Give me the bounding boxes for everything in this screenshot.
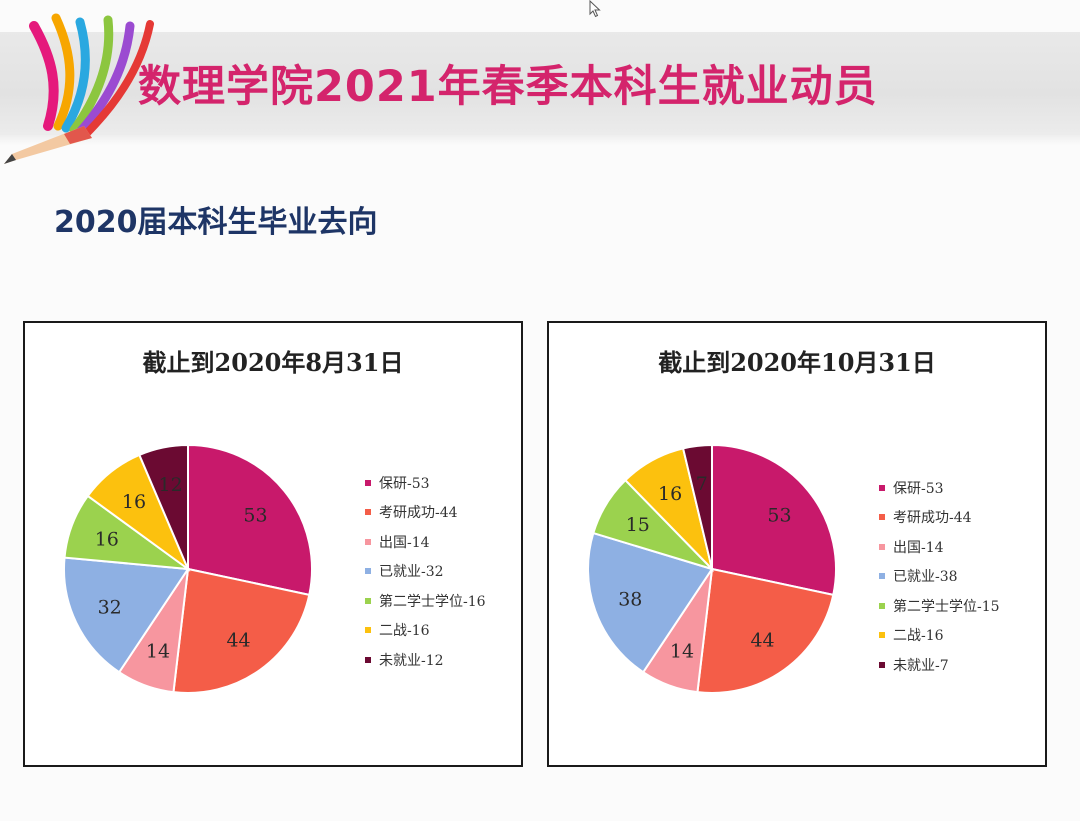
legend-label: 出国-14 (893, 539, 944, 556)
slice-data-label: 7 (696, 473, 708, 495)
slice-data-label: 44 (750, 630, 774, 652)
slice-data-label: 38 (618, 588, 642, 610)
legend-label: 保研-53 (893, 480, 944, 497)
legend-swatch (365, 597, 371, 604)
legend-swatch (365, 538, 371, 545)
legend-label: 未就业-7 (893, 657, 949, 674)
pie-slice-4 (587, 531, 714, 674)
legend-swatch (879, 514, 885, 521)
pie-chart-october: 53 44 14 38 15 16 7 (587, 443, 837, 694)
legend-item: 保研-53 (879, 473, 1000, 503)
legend-label: 已就业-32 (379, 564, 444, 581)
title-banner (0, 32, 1080, 135)
legend-label: 第二学士学位-15 (893, 598, 1000, 615)
chart-title: 截止到2020年8月31日 (142, 348, 404, 377)
pie-slice-1 (187, 443, 313, 597)
legend-swatch (879, 573, 885, 580)
legend-item: 二战-16 (365, 616, 486, 646)
chart-legend: 保研-53 考研成功-44 出国-14 已就业-38 第二学士学位-15 二战-16 未就业… (879, 473, 1000, 680)
legend-swatch (365, 568, 371, 575)
banner-shadow (0, 135, 1080, 145)
legend-swatch (879, 543, 885, 550)
legend-item: 第二学士学位-16 (365, 586, 486, 616)
legend-swatch (879, 661, 885, 668)
legend-item: 出国-14 (365, 527, 486, 557)
legend-item: 考研成功-44 (879, 503, 1000, 533)
mouse-cursor-icon (589, 0, 601, 18)
legend-item: 已就业-38 (879, 562, 1000, 592)
chart-panel-august: 截止到2020年8月31日 53 44 14 32 16 16 12 保研-53 考研成功-4… (23, 321, 523, 767)
legend-item: 考研成功-44 (365, 498, 486, 528)
slice-data-label: 15 (626, 514, 650, 536)
chart-legend: 保研-53 考研成功-44 出国-14 已就业-32 第二学士学位-16 二战-16 未就业… (365, 468, 486, 675)
page-title: 数理学院2021年春季本科生就业动员 (138, 62, 878, 112)
legend-label: 第二学士学位-16 (379, 593, 486, 610)
legend-label: 保研-53 (379, 475, 430, 492)
rainbow-pencil-logo-icon (4, 13, 154, 164)
pie-slice-4 (63, 556, 190, 674)
slice-data-label: 32 (98, 596, 122, 618)
slice-data-label: 16 (658, 483, 682, 505)
slice-data-label: 16 (95, 528, 119, 550)
chart-panel-october: 截止到2020年10月31日 53 44 14 38 15 16 7 保研-53 考研成功-4… (547, 321, 1047, 767)
legend-swatch (879, 484, 885, 491)
pie-slice-7 (138, 443, 189, 570)
legend-item: 出国-14 (879, 532, 1000, 562)
legend-item: 未就业-12 (365, 645, 486, 675)
slice-data-label: 14 (146, 640, 170, 662)
slice-data-label: 16 (122, 491, 146, 513)
pie-slice-1 (711, 443, 837, 597)
slice-data-label: 12 (159, 474, 183, 496)
section-subtitle: 2020届本科生毕业去向 (54, 205, 378, 240)
pie-slice-2 (172, 567, 311, 694)
legend-item: 保研-53 (365, 468, 486, 498)
legend-label: 考研成功-44 (379, 505, 458, 522)
legend-swatch (879, 602, 885, 609)
legend-item: 二战-16 (879, 621, 1000, 651)
legend-label: 未就业-12 (379, 652, 444, 669)
pie-slice-2 (696, 567, 835, 694)
slice-data-label: 44 (226, 630, 250, 652)
legend-item: 未就业-7 (879, 650, 1000, 680)
legend-label: 二战-16 (379, 623, 430, 640)
pie-slice-7 (681, 443, 713, 570)
slice-data-label: 53 (767, 504, 791, 526)
legend-swatch (365, 627, 371, 634)
slice-data-label: 53 (243, 504, 267, 526)
legend-swatch (365, 509, 371, 516)
legend-label: 已就业-38 (893, 569, 958, 586)
legend-label: 出国-14 (379, 534, 430, 551)
legend-swatch (365, 479, 371, 486)
legend-swatch (365, 656, 371, 663)
legend-item: 第二学士学位-15 (879, 591, 1000, 621)
legend-label: 二战-16 (893, 628, 944, 645)
slice-data-label: 14 (670, 640, 694, 662)
legend-item: 已就业-32 (365, 557, 486, 587)
chart-title: 截止到2020年10月31日 (658, 348, 936, 377)
legend-label: 考研成功-44 (893, 510, 972, 527)
legend-swatch (879, 632, 885, 639)
